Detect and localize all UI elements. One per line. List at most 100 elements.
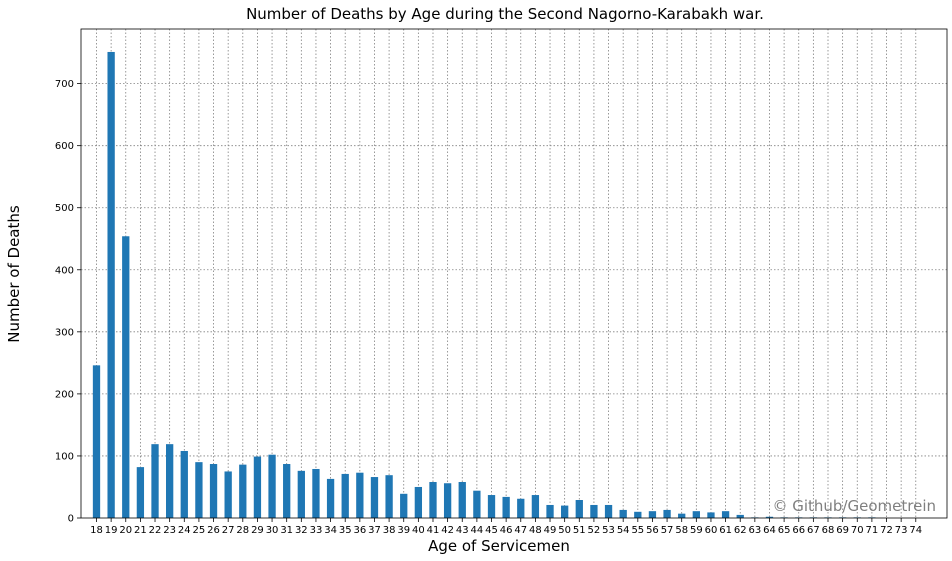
x-tick-label: 49 bbox=[544, 525, 557, 536]
x-tick-label: 70 bbox=[851, 525, 864, 536]
x-tick-label: 35 bbox=[339, 525, 352, 536]
chart-title: Number of Deaths by Age during the Secon… bbox=[246, 5, 764, 23]
x-tick-label: 68 bbox=[822, 525, 835, 536]
x-tick-label: 25 bbox=[193, 525, 206, 536]
x-tick-label: 36 bbox=[353, 525, 366, 536]
bar-age-30 bbox=[268, 454, 276, 518]
bar-age-58 bbox=[678, 513, 686, 518]
bar-age-28 bbox=[239, 464, 247, 518]
x-tick-label: 63 bbox=[748, 525, 761, 536]
x-tick-label: 55 bbox=[631, 525, 644, 536]
bar-age-24 bbox=[180, 450, 188, 518]
bar-age-29 bbox=[253, 456, 262, 518]
x-tick-label: 26 bbox=[207, 525, 220, 536]
x-tick-label: 43 bbox=[456, 525, 469, 536]
bar-age-27 bbox=[224, 471, 232, 518]
x-tick-label: 54 bbox=[617, 525, 630, 536]
x-tick-label: 38 bbox=[383, 525, 396, 536]
x-tick-label: 28 bbox=[236, 525, 249, 536]
x-tick-label: 37 bbox=[368, 525, 381, 536]
bar-age-52 bbox=[590, 504, 598, 518]
bar-age-32 bbox=[297, 470, 305, 518]
bar-age-54 bbox=[619, 509, 627, 518]
bar-age-50 bbox=[561, 505, 569, 518]
bar-age-31 bbox=[283, 464, 291, 518]
x-tick-label: 24 bbox=[178, 525, 191, 536]
bar-age-48 bbox=[531, 495, 540, 518]
y-axis-ticks: 0 100 200 300 400 500 600 700 bbox=[55, 79, 81, 525]
y-axis-label: Number of Deaths bbox=[5, 205, 23, 343]
x-tick-label: 59 bbox=[690, 525, 703, 536]
bar-age-64 bbox=[765, 516, 774, 518]
bar-age-25 bbox=[195, 462, 203, 518]
x-tick-label: 73 bbox=[895, 525, 908, 536]
x-tick-label: 31 bbox=[280, 525, 293, 536]
bar-age-21 bbox=[136, 467, 145, 518]
x-tick-label: 58 bbox=[675, 525, 688, 536]
x-tick-label: 74 bbox=[909, 525, 922, 536]
x-tick-label: 66 bbox=[792, 525, 805, 536]
bar-age-53 bbox=[604, 504, 613, 518]
bar-age-45 bbox=[487, 495, 496, 518]
x-axis-label: Age of Servicemen bbox=[428, 537, 570, 555]
y-tick-label: 500 bbox=[55, 203, 74, 214]
x-tick-label: 39 bbox=[397, 525, 410, 536]
x-tick-label: 72 bbox=[880, 525, 893, 536]
x-tick-label: 47 bbox=[514, 525, 527, 536]
x-tick-label: 44 bbox=[471, 525, 484, 536]
bar-age-33 bbox=[312, 468, 320, 518]
x-tick-label: 23 bbox=[163, 525, 176, 536]
x-tick-label: 41 bbox=[427, 525, 440, 536]
grid-lines bbox=[81, 29, 947, 518]
bar-age-36 bbox=[356, 472, 364, 518]
bar-age-49 bbox=[546, 504, 554, 518]
x-tick-label: 51 bbox=[573, 525, 586, 536]
x-tick-label: 50 bbox=[558, 525, 571, 536]
x-tick-label: 65 bbox=[778, 525, 791, 536]
x-tick-label: 19 bbox=[105, 525, 118, 536]
bar-age-40 bbox=[414, 486, 423, 518]
x-tick-label: 21 bbox=[134, 525, 147, 536]
x-tick-label: 18 bbox=[90, 525, 103, 536]
x-tick-label: 53 bbox=[602, 525, 615, 536]
bars bbox=[92, 51, 876, 519]
bar-age-47 bbox=[517, 498, 525, 518]
bar-age-37 bbox=[370, 477, 379, 518]
bar-age-62 bbox=[736, 514, 744, 518]
bar-age-18 bbox=[92, 365, 101, 518]
x-tick-label: 27 bbox=[222, 525, 235, 536]
x-tick-label: 52 bbox=[588, 525, 601, 536]
x-tick-label: 42 bbox=[441, 525, 454, 536]
bar-age-34 bbox=[326, 478, 335, 518]
x-tick-label: 22 bbox=[149, 525, 162, 536]
bar-age-56 bbox=[648, 511, 657, 518]
bar-age-43 bbox=[458, 482, 466, 518]
x-tick-label: 45 bbox=[485, 525, 498, 536]
bar-age-42 bbox=[443, 483, 452, 518]
x-tick-label: 33 bbox=[310, 525, 323, 536]
bar-age-57 bbox=[663, 509, 671, 518]
bar-age-51 bbox=[575, 500, 583, 518]
watermark-text: © Github/Geometrein bbox=[772, 497, 936, 515]
y-tick-label: 200 bbox=[55, 389, 74, 400]
bar-age-59 bbox=[692, 511, 700, 518]
x-axis-ticks: 18 19 20 21 22 23 24 25 26 27 28 29 30 31 32 33 34 35 36 37… bbox=[90, 518, 922, 536]
x-tick-label: 48 bbox=[529, 525, 542, 536]
y-tick-label: 100 bbox=[55, 451, 74, 462]
x-tick-label: 69 bbox=[836, 525, 849, 536]
x-tick-label: 67 bbox=[807, 525, 820, 536]
plot-frame bbox=[80, 28, 948, 519]
x-tick-label: 71 bbox=[866, 525, 879, 536]
bar-age-55 bbox=[634, 511, 642, 518]
x-tick-label: 20 bbox=[119, 525, 132, 536]
x-tick-label: 40 bbox=[412, 525, 425, 536]
x-tick-label: 29 bbox=[251, 525, 264, 536]
y-tick-label: 0 bbox=[68, 514, 74, 525]
bar-age-46 bbox=[502, 496, 510, 518]
x-tick-label: 32 bbox=[295, 525, 308, 536]
y-tick-label: 600 bbox=[55, 141, 74, 152]
bar-age-26 bbox=[209, 464, 218, 518]
y-tick-label: 300 bbox=[55, 327, 74, 338]
bar-age-23 bbox=[166, 444, 174, 518]
